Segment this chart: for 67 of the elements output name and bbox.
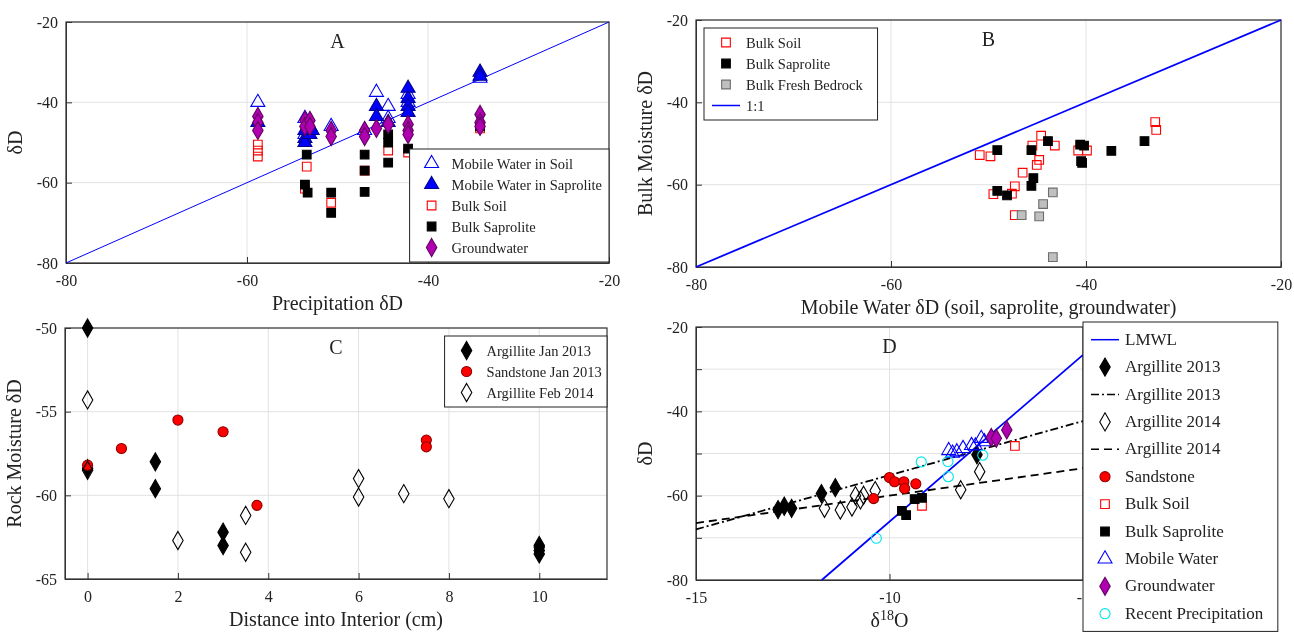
y-tick-label: -60	[666, 176, 688, 194]
x-tick-label: 0	[84, 588, 93, 606]
y-axis-title: Bulk Moisture δD	[634, 71, 656, 216]
y-tick-label: -40	[36, 93, 58, 111]
legend-label: Argillite Feb 2014	[486, 384, 595, 401]
x-tick-label: 10	[531, 588, 548, 606]
legend-label: Recent Precipitation	[1125, 603, 1264, 623]
x-tick-label: -60	[880, 276, 903, 294]
legend-label: Bulk Fresh Bedrock	[746, 76, 864, 93]
y-tick-label: -65	[35, 570, 57, 588]
x-tick-label: -60	[236, 272, 259, 290]
legend-label: Bulk Soil	[746, 34, 802, 51]
legend-label: Argillite 2013	[1125, 357, 1221, 377]
y-tick-label: -60	[666, 487, 688, 505]
legend-label: Mobile Water in Saprolite	[451, 176, 602, 193]
legend-label: 1:1	[746, 97, 765, 114]
y-tick-label: -80	[666, 258, 688, 276]
y-tick-label: -20	[36, 13, 58, 31]
x-axis-title: Mobile Water δD (soil, saprolite, groundwater)	[800, 296, 1177, 319]
legend-label: Argillite 2014	[1125, 439, 1222, 459]
x-tick-label: -15	[685, 589, 708, 607]
x-tick-label: -20	[598, 272, 621, 290]
legend-label: Sandstone Jan 2013	[486, 363, 602, 380]
x-tick-label: 6	[355, 588, 364, 606]
x-tick-label: 8	[445, 588, 454, 606]
legend-label: Groundwater	[451, 239, 529, 256]
y-tick-label: -40	[666, 93, 688, 111]
y-axis-title: Rock Moisture δD	[3, 379, 25, 528]
x-tick-label: 4	[264, 588, 273, 606]
legend-label: Bulk Soil	[451, 197, 507, 214]
y-tick-label: -20	[666, 11, 688, 29]
y-axis-title: δD	[634, 441, 656, 466]
y-tick-label: -60	[36, 174, 58, 192]
legend-label: Bulk Saprolite	[451, 218, 536, 235]
legend-label: Mobile Water	[1125, 548, 1219, 568]
legend-label: Bulk Saprolite	[1125, 521, 1224, 541]
legend-label: Mobile Water in Soil	[451, 155, 574, 172]
legend-label: Groundwater	[1125, 576, 1216, 596]
y-tick-label: -20	[666, 318, 688, 336]
y-tick-label: -80	[36, 254, 58, 272]
legend-label: Bulk Soil	[1125, 494, 1190, 514]
legend-label: Bulk Saprolite	[746, 55, 831, 72]
legend-label: Sandstone	[1125, 466, 1195, 486]
legend-label: Argillite 2014	[1125, 411, 1222, 431]
y-tick-label: -55	[35, 403, 57, 421]
y-tick-label: -50	[35, 319, 57, 337]
x-tick-label: 2	[174, 588, 183, 606]
chart-title: C	[329, 336, 343, 358]
y-axis-title: δD	[4, 130, 26, 155]
x-tick-label: -10	[879, 589, 901, 607]
x-axis-title: Precipitation δD	[271, 292, 404, 315]
x-axis-title: Distance into Interior (cm)	[229, 608, 443, 631]
legend-label: Argillite Jan 2013	[486, 342, 592, 359]
chart-title: A	[330, 30, 346, 52]
x-tick-label: -80	[55, 272, 78, 290]
chart-title: B	[981, 28, 996, 50]
x-tick-label: -80	[685, 276, 708, 294]
x-tick-label: -40	[417, 272, 440, 290]
y-tick-label: -60	[35, 486, 57, 504]
x-axis-title: δ$^{18}$O	[870, 607, 909, 631]
legend-label: LMWL	[1125, 329, 1177, 349]
legend-label: Argillite 2013	[1125, 384, 1221, 404]
x-tick-label: -20	[1270, 276, 1293, 294]
chart-title: D	[882, 335, 897, 357]
y-tick-label: -40	[666, 402, 688, 420]
x-tick-label: -40	[1075, 276, 1098, 294]
y-tick-label: -80	[666, 571, 688, 589]
